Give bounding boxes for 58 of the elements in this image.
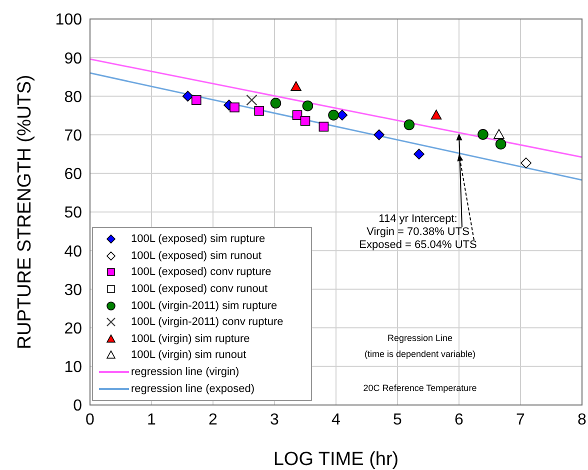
point xyxy=(318,122,329,132)
legend-label: 100L (virgin) sim rupture xyxy=(131,332,250,345)
annotation: Exposed = 65.04% UTS xyxy=(359,239,477,251)
legend-label: 100L (exposed) conv runout xyxy=(131,283,268,296)
y-tick-label: 100 xyxy=(55,12,82,29)
y-tick-label: 30 xyxy=(64,282,82,299)
x-tick-label: 4 xyxy=(332,411,341,428)
legend-label: 100L (exposed) conv rupture xyxy=(131,266,272,278)
point xyxy=(270,98,282,109)
y-axis-title: RUPTURE STRENGTH (%UTS) xyxy=(14,74,36,350)
legend-label: regression line (exposed) xyxy=(131,382,255,395)
x-tick-label: 5 xyxy=(393,411,402,428)
point xyxy=(292,110,302,120)
point xyxy=(414,148,424,160)
point xyxy=(191,95,202,105)
y-tick-label: 10 xyxy=(64,359,82,376)
point xyxy=(494,129,504,139)
x-tick-label: 2 xyxy=(208,411,218,428)
x-axis-title: LOG TIME (hr) xyxy=(273,449,399,470)
y-tick-label: 50 xyxy=(64,204,82,222)
x-tick-label: 8 xyxy=(578,411,587,428)
legend-label: 100L (virgin) sim runout xyxy=(131,349,246,362)
point xyxy=(290,81,302,91)
y-tick-label: 70 xyxy=(64,127,82,144)
annotation: Regression Line xyxy=(387,333,453,343)
point xyxy=(404,119,415,130)
point xyxy=(520,158,532,168)
x-tick-label: 7 xyxy=(516,411,526,428)
legend-label: regression line (virgin) xyxy=(131,366,240,378)
point xyxy=(230,102,240,112)
x-tick-label: 3 xyxy=(270,411,280,428)
point xyxy=(478,129,488,140)
y-tick-label: 90 xyxy=(64,50,82,68)
legend-label: 100L (exposed) sim runout xyxy=(131,250,262,262)
legend-label: 100L (virgin-2011) conv rupture xyxy=(131,316,284,328)
annotation: (time is dependent variable) xyxy=(364,349,476,359)
y-tick-label: 20 xyxy=(64,320,82,338)
point xyxy=(302,100,314,112)
annotation: Virgin = 70.38% UTS xyxy=(366,226,470,238)
point xyxy=(300,116,310,126)
legend-label: 100L (virgin-2011) sim rupture xyxy=(131,300,278,312)
point xyxy=(374,129,384,140)
point xyxy=(182,90,194,102)
point xyxy=(328,110,339,121)
point xyxy=(495,138,506,150)
point xyxy=(430,110,442,120)
annotation: 20C Reference Temperature xyxy=(363,383,477,393)
y-tick-label: 40 xyxy=(64,243,82,260)
x-tick-label: 1 xyxy=(147,411,156,428)
annotation: 114 yr Intercept: xyxy=(378,213,458,225)
y-tick-label: 60 xyxy=(64,166,82,184)
point xyxy=(254,106,264,116)
x-tick-label: 0 xyxy=(86,411,95,428)
y-tick-label: 0 xyxy=(73,398,82,415)
y-tick-label: 80 xyxy=(64,88,82,106)
x-tick-label: 6 xyxy=(454,411,464,428)
point xyxy=(246,94,258,106)
legend-label: 100L (exposed) sim rupture xyxy=(131,233,266,246)
